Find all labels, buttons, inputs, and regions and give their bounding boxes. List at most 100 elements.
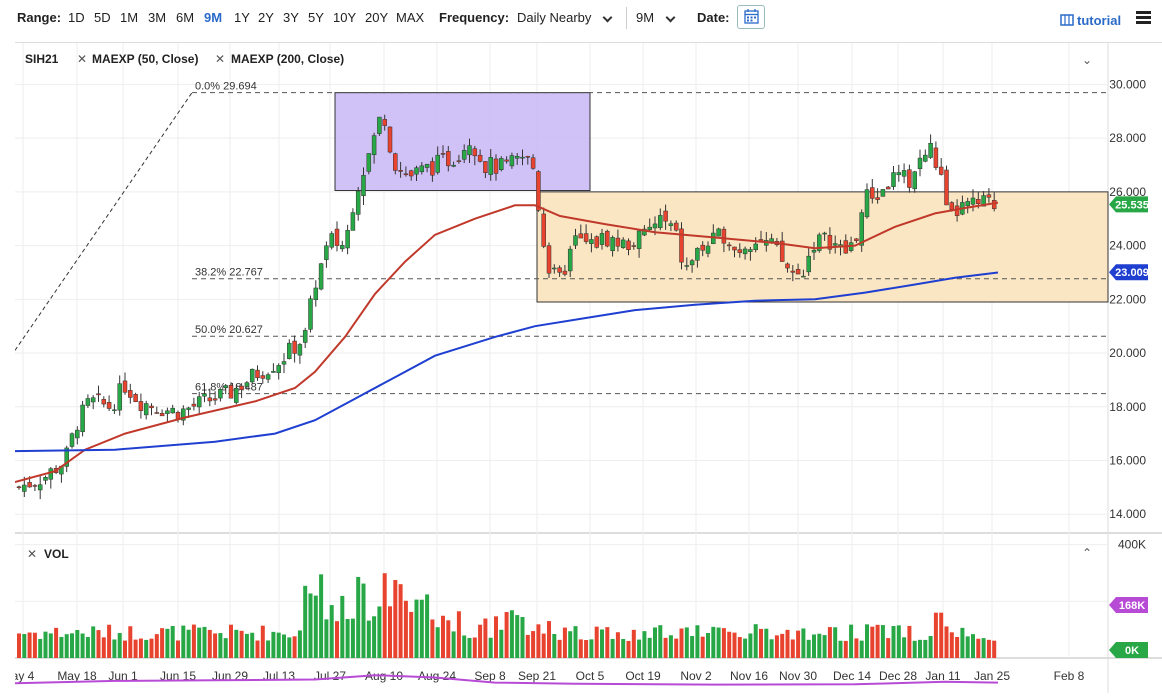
- range-3m[interactable]: 3M: [148, 10, 167, 25]
- volume-bar: [345, 618, 350, 658]
- volume-ma-tag-text: 168K: [1119, 600, 1145, 612]
- candle-body: [265, 374, 271, 380]
- candle-body: [461, 150, 467, 160]
- range-5y[interactable]: 5Y: [308, 10, 324, 25]
- range-1y[interactable]: 1Y: [234, 10, 250, 25]
- range-20y[interactable]: 20Y: [365, 10, 389, 25]
- x-tick-label: Nov 2: [680, 669, 712, 683]
- volume-bar: [531, 631, 536, 658]
- candle-body: [986, 194, 992, 198]
- candle-body: [186, 407, 191, 410]
- ma200-tag-bg: [1109, 264, 1148, 281]
- x-tick-label: Jul 27: [314, 669, 346, 683]
- volume-bar: [96, 630, 101, 658]
- volume-bar: [684, 627, 689, 658]
- volume-bar: [112, 639, 117, 658]
- remove-ma50-icon[interactable]: ✕: [77, 52, 88, 66]
- candle-body: [318, 263, 324, 290]
- candle-body: [446, 151, 451, 167]
- tutorial-icon[interactable]: [1060, 14, 1074, 26]
- volume-bar: [817, 633, 822, 658]
- candle-body: [578, 233, 584, 239]
- candle-body: [615, 237, 621, 247]
- volume-bar: [721, 628, 726, 658]
- frequency-select[interactable]: Daily Nearby: [517, 10, 592, 25]
- volume-bar: [361, 583, 366, 658]
- volume-bar: [488, 637, 493, 658]
- last-price-tag: 25.535: [1109, 196, 1149, 213]
- volume-bar: [944, 626, 949, 658]
- volume-bar: [525, 634, 530, 658]
- volume-bar: [806, 639, 811, 658]
- toolbar: Range: 1D 5D 1M 3M 6M 9M 1Y 2Y 3Y 5Y 10Y…: [0, 0, 1162, 36]
- volume-bar: [494, 616, 498, 658]
- volume-bar: [838, 640, 843, 658]
- candle-body: [859, 212, 864, 246]
- candle-body: [965, 201, 970, 207]
- candle-body: [430, 161, 435, 176]
- volume-bar: [176, 640, 180, 658]
- volume-bar: [101, 637, 106, 658]
- candle-body: [191, 403, 197, 407]
- volume-bar: [759, 628, 763, 658]
- period-select[interactable]: 9M: [636, 10, 655, 25]
- volume-bar: [912, 640, 917, 658]
- menu-icon[interactable]: [1136, 11, 1151, 24]
- candle-body: [308, 298, 313, 330]
- volume-bar: [260, 625, 265, 658]
- candle-body: [832, 243, 838, 246]
- chevron-down-icon[interactable]: [602, 12, 613, 23]
- range-max[interactable]: MAX: [396, 10, 425, 25]
- candle-body: [626, 240, 631, 250]
- candle-body: [435, 154, 440, 173]
- y-tick-label: 24.000: [1109, 239, 1146, 253]
- candle-body: [896, 172, 902, 176]
- chevron-down-icon[interactable]: [665, 12, 676, 23]
- candle-body: [371, 135, 377, 155]
- volume-bar: [965, 636, 970, 658]
- candle-body: [366, 153, 372, 172]
- remove-volume-icon[interactable]: ✕: [27, 547, 38, 561]
- date-label: Date:: [697, 10, 730, 25]
- range-1d[interactable]: 1D: [68, 10, 85, 25]
- candle-body: [207, 397, 213, 402]
- volume-ma-tag: 168K: [1109, 597, 1148, 613]
- range-9m[interactable]: 9M: [204, 10, 223, 25]
- collapse-chevron-icon[interactable]: ⌄: [1082, 53, 1093, 67]
- remove-ma200-icon[interactable]: ✕: [215, 52, 226, 66]
- volume-bar: [631, 629, 636, 658]
- collapse-volume-icon[interactable]: ⌃: [1082, 546, 1093, 560]
- volume-bar: [737, 637, 742, 658]
- volume-bar: [123, 640, 127, 658]
- volume-bar: [801, 628, 806, 658]
- tutorial-link[interactable]: tutorial: [1077, 13, 1122, 28]
- candle-body: [864, 189, 870, 218]
- range-10y[interactable]: 10Y: [333, 10, 357, 25]
- candle-body: [181, 408, 186, 421]
- range-2y[interactable]: 2Y: [258, 10, 274, 25]
- range-3y[interactable]: 3Y: [283, 10, 299, 25]
- volume-bar: [981, 638, 986, 658]
- volume-bar: [191, 624, 196, 658]
- candle-body: [663, 210, 668, 222]
- volume-bar: [870, 626, 875, 658]
- candle-body: [891, 172, 896, 187]
- date-picker-button[interactable]: [737, 5, 765, 29]
- volume-bar: [541, 633, 546, 658]
- range-1m[interactable]: 1M: [120, 10, 139, 25]
- candle-body: [917, 157, 923, 169]
- range-5d[interactable]: 5D: [94, 10, 111, 25]
- volume-bar: [690, 636, 695, 658]
- candle-body: [467, 145, 472, 156]
- volume-bar: [356, 576, 361, 658]
- candle-body: [695, 247, 700, 261]
- candle-body: [345, 230, 350, 249]
- candle-body: [737, 249, 743, 253]
- range-6m[interactable]: 6M: [176, 10, 195, 25]
- range-label: Range:: [17, 10, 62, 25]
- candle-body: [244, 382, 250, 387]
- volume-bar: [467, 637, 472, 658]
- candle-body: [880, 189, 886, 197]
